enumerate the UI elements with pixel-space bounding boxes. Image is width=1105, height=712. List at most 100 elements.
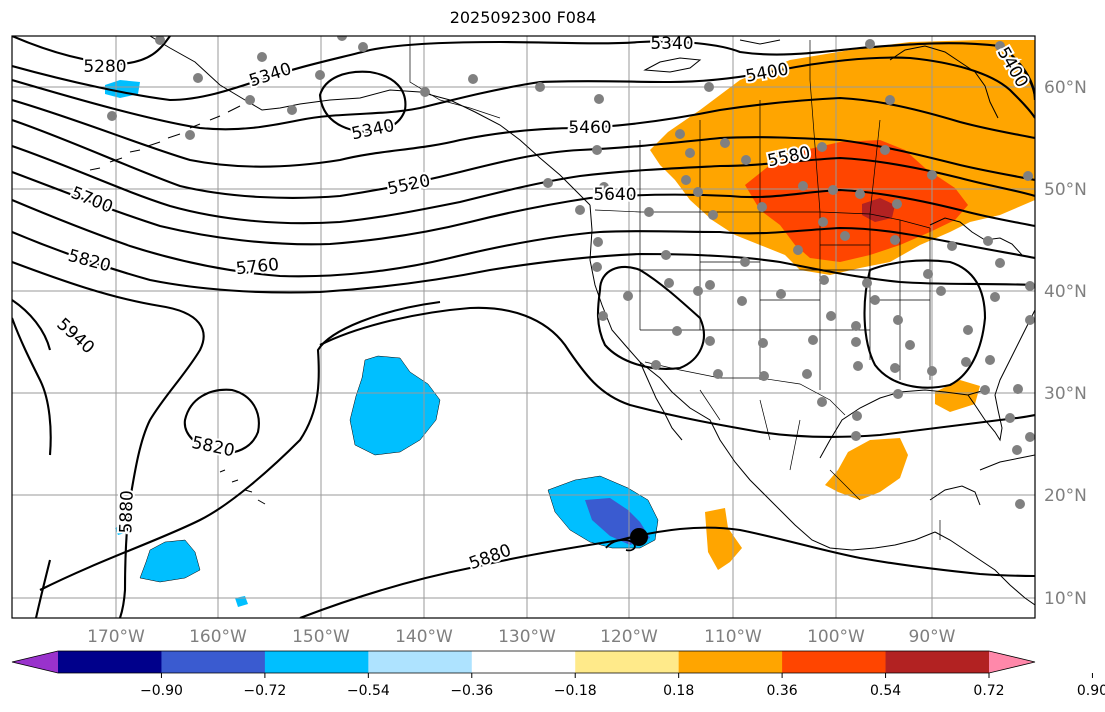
colorbar-segment — [885, 651, 990, 673]
lon-label: 160°W — [189, 627, 247, 647]
alaska-canada-border — [409, 36, 501, 119]
political-borders — [409, 36, 941, 540]
central-america-coast — [934, 531, 1035, 606]
arctic-islands — [643, 39, 781, 73]
map-title: 2025092300 F084 — [449, 8, 597, 27]
colorbar-extend-high — [989, 651, 1035, 673]
colorbar-tick-label: 0.54 — [870, 683, 901, 699]
lon-label: 150°W — [292, 627, 350, 647]
colorbar-tick-label: −0.72 — [243, 683, 286, 699]
longitude-labels: 170°W 160°W 150°W 140°W 130°W 120°W 110°… — [87, 627, 956, 647]
colorbar-tick-label: −0.36 — [450, 683, 493, 699]
baja-california — [639, 361, 683, 441]
contour-label-5460: 5460 — [568, 118, 611, 138]
gulf-coast — [819, 389, 986, 459]
lat-label: 60°N — [1044, 78, 1087, 98]
contour-5520 — [12, 119, 1035, 199]
contour-label-5820b: 5820 — [190, 433, 236, 462]
anomaly-area-blue-small2 — [115, 524, 128, 535]
cuba-coast — [979, 454, 1035, 471]
anomaly-area-orange-gulf — [825, 438, 908, 500]
colorbar-outline — [11, 650, 1036, 674]
contour-5820 — [12, 261, 205, 618]
lat-label: 20°N — [1044, 486, 1087, 506]
map-frame — [11, 35, 1036, 619]
colorbar-segment — [575, 651, 680, 673]
lon-label: 90°W — [909, 627, 956, 647]
great-lakes — [929, 217, 1023, 256]
colorbar-extend-low — [12, 651, 58, 673]
west-coast-north-america — [589, 204, 936, 551]
latitude-labels: 60°N 50°N 40°N 30°N 20°N 10°N — [1044, 78, 1087, 609]
contour-5880-closed-se — [863, 259, 987, 389]
contour-label-5700: 5700 — [68, 183, 116, 218]
contour-5760 — [12, 231, 1035, 294]
anomaly-area-orange-mexico — [705, 508, 742, 570]
lat-label: 30°N — [1044, 384, 1087, 404]
colorbar-segment — [471, 651, 576, 673]
mexico-states — [699, 389, 941, 540]
colorbar-segment — [368, 651, 473, 673]
contour-5880-south — [39, 300, 441, 591]
colorbar-tick-label: −0.54 — [347, 683, 390, 699]
contour-5820-closed — [183, 388, 260, 454]
lat-label: 40°N — [1044, 282, 1087, 302]
lon-label: 120°W — [600, 627, 658, 647]
contour-label-5880b: 5880 — [467, 541, 514, 575]
positive-anomaly-shading — [650, 40, 1035, 570]
contour-5340 — [12, 40, 1035, 102]
contour-label-5940: 5940 — [53, 314, 99, 358]
contour-5940 — [12, 299, 52, 351]
anomaly-area-blue-small1 — [235, 596, 248, 607]
yucatan-coast — [929, 485, 981, 506]
florida-coast — [967, 309, 1035, 442]
contour-label-5880a: 5880 — [116, 490, 137, 534]
anomaly-area-blue-hawaii — [139, 539, 201, 583]
contour-5820-east — [319, 306, 1035, 438]
contour-label-5280: 5280 — [83, 57, 126, 77]
contour-5280 — [12, 36, 171, 66]
contour-5880 — [12, 317, 52, 618]
us-mexico-border — [644, 361, 846, 416]
station-markers — [107, 36, 1035, 509]
colorbar-tick-label: 0.90 — [1077, 683, 1105, 699]
hawaii-islands — [219, 469, 266, 505]
contour-label-5640: 5640 — [593, 185, 636, 205]
colorbar-ticks: −0.90 −0.72 −0.54 −0.36 −0.18 0.18 0.36 … — [140, 683, 1105, 699]
graticule — [12, 36, 1035, 618]
contour-5700 — [12, 199, 1035, 278]
colorbar-tick-label: −0.18 — [554, 683, 597, 699]
lon-label: 170°W — [87, 627, 145, 647]
contour-5400 — [12, 56, 1035, 131]
contour-label-5340c: 5340 — [650, 34, 693, 54]
lon-label: 140°W — [395, 627, 453, 647]
hudson-bay-coast — [889, 45, 999, 119]
contour-label-5520: 5520 — [386, 171, 432, 200]
height-contours — [12, 36, 1035, 618]
lat-label: 10°N — [1044, 589, 1087, 609]
colorbar-tick-label: −0.90 — [140, 683, 183, 699]
lat-label: 50°N — [1044, 180, 1087, 200]
colorbar-segment — [782, 651, 887, 673]
contour-label-5820a: 5820 — [66, 246, 113, 277]
contour-label-5340b: 5340 — [350, 116, 396, 145]
colorbar-segment — [678, 651, 783, 673]
colorbar-segment — [264, 651, 369, 673]
lon-label: 100°W — [807, 627, 865, 647]
lon-label: 110°W — [704, 627, 762, 647]
colorbar-segment — [58, 651, 162, 673]
contour-5880-pacific — [299, 526, 1035, 618]
anomaly-area-blue-center — [349, 355, 441, 456]
colorbar-tick-label: 0.18 — [663, 683, 694, 699]
colorbar — [11, 650, 1093, 678]
colorbar-segment — [161, 651, 266, 673]
colorbar-tick-label: 0.36 — [767, 683, 798, 699]
contour-5880-closed-sw — [596, 265, 705, 370]
colorbar-tick-label: 0.72 — [973, 683, 1004, 699]
lon-label: 130°W — [498, 627, 556, 647]
cyclone-marker — [605, 528, 648, 552]
contour-5460 — [12, 96, 1035, 168]
anomaly-area-orange-florida — [935, 380, 980, 412]
contour-5640 — [12, 171, 1035, 246]
